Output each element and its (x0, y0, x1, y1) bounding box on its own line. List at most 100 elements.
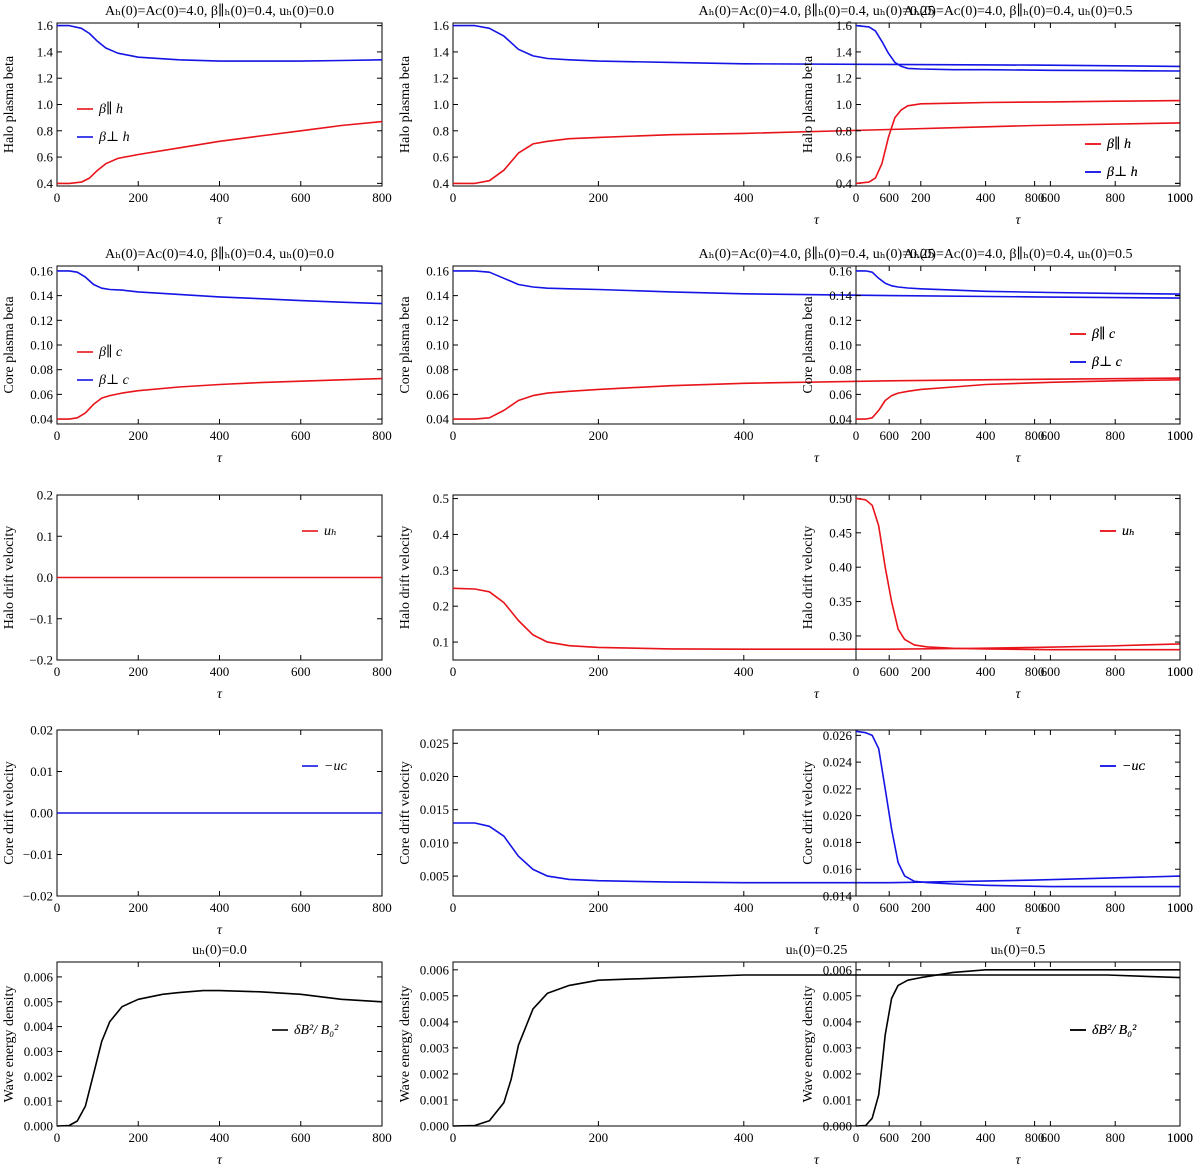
chart-panel-p31: 0 200 400 600 800 10000.0050.0100.0150.0200.0… (398, 729, 1193, 938)
y-tick-label: 0.4 (433, 527, 450, 542)
y-tick-label: 0.006 (24, 969, 54, 984)
x-tick-label: 600 (291, 428, 311, 443)
legend-label: β∥ c (98, 344, 123, 360)
x-tick-label: 0 (54, 190, 61, 205)
y-tick-label: 0.003 (24, 1044, 53, 1059)
x-tick-label: 1000 (1167, 1130, 1193, 1145)
series-line (452, 974, 1181, 1127)
y-tick-label: 0.000 (420, 1119, 449, 1134)
x-tick-label: 400 (734, 190, 754, 205)
x-axis-label: τ (217, 923, 223, 938)
y-tick-label: 0.06 (829, 387, 852, 402)
y-tick-label: 0.12 (829, 313, 852, 328)
x-axis-label: τ (814, 687, 820, 702)
x-tick-label: 800 (372, 1130, 392, 1145)
chart-panel-p11: 0 200 400 600 800 10000.040.060.080.100.120.1… (398, 246, 1193, 466)
legend-label: β⊥ c (1091, 355, 1123, 370)
y-tick-label: 0.025 (420, 736, 449, 751)
x-tick-label: 800 (1105, 1130, 1125, 1145)
series-line (453, 377, 1181, 420)
x-tick-label: 600 (879, 900, 899, 915)
y-axis-label: Core plasma beta (2, 296, 17, 394)
x-tick-label: 0 (853, 900, 860, 915)
y-tick-label: 0.001 (24, 1094, 53, 1109)
x-tick-label: 1000 (1167, 190, 1193, 205)
chart-panel-p30: 0 200 400 600 800 −0.02 −0.01 0.00 0.01 0.02 τ Core… (2, 723, 392, 939)
x-tick-label: 400 (976, 664, 996, 679)
x-tick-label: 200 (911, 190, 931, 205)
series-line (453, 24, 1181, 68)
y-tick-label: 0.006 (823, 962, 853, 977)
y-tick-label: 1.4 (836, 44, 853, 59)
x-tick-label: 800 (1025, 1130, 1045, 1145)
x-tick-label: 200 (911, 428, 931, 443)
x-tick-label: 400 (976, 190, 996, 205)
x-tick-label: 0 (54, 664, 61, 679)
x-tick-label: 600 (291, 1130, 311, 1145)
x-tick-label: 400 (976, 428, 996, 443)
x-tick-label: 400 (210, 190, 230, 205)
x-tick-label: 0 (450, 664, 457, 679)
x-tick-label: 200 (911, 900, 931, 915)
y-tick-label: 0.022 (823, 781, 852, 796)
y-tick-label: 0.14 (30, 288, 53, 303)
y-tick-label: 0.000 (24, 1119, 53, 1134)
y-tick-label: 0.00 (30, 806, 53, 821)
y-tick-label: 0.16 (426, 263, 449, 278)
chart-panel-p32: 0 200 400 600 800 10000.0140.0160.0180.0200.0… (801, 728, 1193, 938)
x-tick-label: 1000 (1167, 190, 1193, 205)
x-axis-label: τ (1015, 1153, 1021, 1168)
x-tick-label: 1000 (1167, 664, 1193, 679)
x-tick-label: 800 (1025, 664, 1045, 679)
x-tick-label: 800 (1105, 190, 1125, 205)
series-line (855, 968, 1180, 1127)
chart-title: Aₕ(0)=Aᴄ(0)=4.0, β∥ₕ(0)=0.4, uₕ(0)=0.25 (698, 246, 934, 262)
y-tick-label: 0.1 (433, 635, 449, 650)
x-tick-label: 400 (734, 1130, 754, 1145)
x-tick-label: 200 (589, 1130, 609, 1145)
chart-title: uₕ(0)=0.5 (991, 943, 1046, 958)
legend-label: −uᴄ (1122, 759, 1145, 774)
y-tick-label: 0.003 (823, 1040, 852, 1055)
x-tick-label: 800 (372, 190, 392, 205)
y-tick-label: 0.024 (823, 755, 853, 770)
legend-label: β⊥ h (98, 130, 130, 145)
y-tick-label: −0.1 (29, 611, 53, 626)
legend-label: δB²/ B₀² (1092, 1023, 1137, 1038)
x-axis-label: τ (217, 687, 223, 702)
legend-label: β⊥ h (1106, 165, 1138, 180)
y-tick-label: 0.08 (426, 362, 449, 377)
x-tick-label: 200 (129, 1130, 149, 1145)
legend-label: uₕ (1122, 524, 1135, 539)
y-tick-label: 0.002 (823, 1066, 852, 1081)
y-tick-label: 0.10 (30, 338, 53, 353)
x-tick-label: 600 (879, 664, 899, 679)
y-tick-label: 0.014 (823, 889, 853, 904)
x-axis-label: τ (1015, 923, 1021, 938)
y-tick-label: 1.0 (836, 97, 852, 112)
y-tick-label: 0.003 (420, 1040, 449, 1055)
x-axis-label: τ (217, 213, 223, 228)
x-tick-label: 0 (853, 428, 860, 443)
chart-panel-p10: 0 200 400 600 800 0.04 0.06 0.08 0.10 0.12 0.14 0.1… (2, 246, 392, 466)
y-axis-label: Core plasma beta (801, 296, 816, 394)
y-tick-label: 1.6 (836, 18, 853, 33)
x-tick-label: 1000 (1167, 664, 1193, 679)
y-tick-label: 0.50 (829, 491, 852, 506)
y-tick-label: −0.01 (23, 847, 53, 862)
x-tick-label: 600 (291, 190, 311, 205)
x-axis-label: τ (814, 1153, 820, 1168)
y-tick-label: 0.12 (426, 313, 449, 328)
y-tick-label: 0.6 (836, 150, 853, 165)
series-line (856, 379, 1181, 420)
y-tick-label: 0.30 (829, 628, 852, 643)
y-tick-label: 0.000 (823, 1119, 852, 1134)
x-axis-label: τ (1015, 451, 1021, 466)
y-tick-label: 0.4 (37, 176, 54, 191)
chart-panel-p00: 0 200 400 600 800 0.4 0.6 0.8 1.0 1.2 1.4 1.6 τ Halo … (2, 3, 392, 228)
x-tick-label: 200 (911, 1130, 931, 1145)
y-tick-label: 0.004 (823, 1014, 853, 1029)
x-tick-label: 200 (129, 900, 149, 915)
